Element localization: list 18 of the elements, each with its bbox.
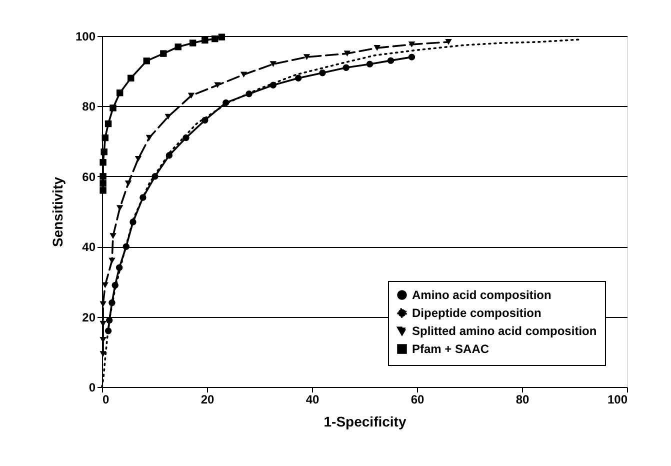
x-tick-label: 40 <box>306 392 320 406</box>
x-tick-label: 0 <box>102 392 110 406</box>
y-tick-label: 100 <box>75 30 96 44</box>
y-tick-label: 20 <box>82 310 96 324</box>
y-tick-label: 60 <box>82 170 96 184</box>
y-tick-label: 0 <box>88 380 96 394</box>
legend-label: Amino acid composition <box>412 288 552 302</box>
y-tick-label: 80 <box>82 100 96 114</box>
x-axis-title: 1-Specificity <box>324 414 406 430</box>
y-axis-title: Sensitivity <box>49 176 66 248</box>
y-tick-label: 40 <box>82 240 96 254</box>
x-tick-label: 20 <box>200 392 214 406</box>
legend-label: Dipeptide composition <box>412 306 542 320</box>
legend-label: Splitted amino acid composition <box>412 324 597 338</box>
legend-label: Pfam + SAAC <box>412 342 490 356</box>
x-tick-label: 80 <box>516 392 530 406</box>
x-tick-label: 60 <box>410 392 424 406</box>
x-tick-label: 100 <box>607 392 628 406</box>
